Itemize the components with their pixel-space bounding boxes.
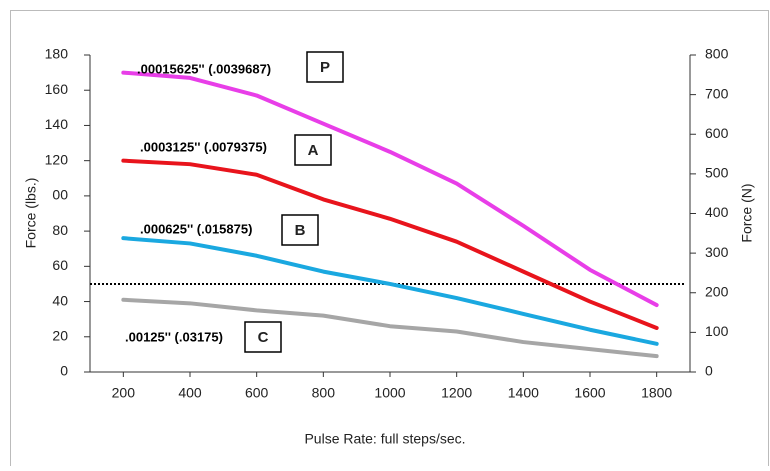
y2-tick-label: 700 — [705, 85, 729, 101]
x-tick-label: 1800 — [641, 385, 672, 401]
series-label: P — [320, 59, 330, 76]
x-tick-label: 400 — [178, 385, 202, 401]
series-line — [121, 158, 659, 330]
y-tick-label: 00 — [52, 187, 68, 203]
x-tick-label: 1400 — [508, 385, 539, 401]
y-tick-label: 20 — [52, 327, 68, 343]
y2-tick-label: 100 — [705, 323, 729, 339]
y-tick-label: 60 — [52, 257, 68, 273]
y2-tick-label: 800 — [705, 46, 729, 62]
series-line — [121, 236, 659, 346]
x-tick-label: 1000 — [374, 385, 405, 401]
series-name: .00125'' (.03175) — [125, 329, 223, 344]
y-tick-label: 80 — [52, 222, 68, 238]
y-tick-label: 0 — [60, 363, 68, 379]
x-axis-title: Pulse Rate: full steps/sec. — [304, 431, 465, 447]
series-label-box — [294, 134, 332, 166]
series-label-box — [244, 321, 282, 353]
series-label-box — [306, 51, 344, 83]
series-name: .00015625'' (.0039687) — [137, 61, 271, 76]
series-line — [121, 70, 659, 308]
y-axis-title: Force (lbs.) — [23, 178, 39, 249]
y2-tick-label: 500 — [705, 165, 729, 181]
series-line — [121, 297, 659, 359]
y-tick-label: 40 — [52, 292, 68, 308]
series-label: B — [295, 222, 306, 239]
y2-tick-label: 300 — [705, 244, 729, 260]
y-tick-label: 140 — [45, 116, 69, 132]
y2-tick-label: 200 — [705, 283, 729, 299]
y2-axis-title: Force (N) — [739, 183, 755, 242]
y-tick-label: 160 — [45, 81, 69, 97]
x-tick-label: 800 — [312, 385, 336, 401]
y2-tick-label: 0 — [705, 363, 713, 379]
series-name: .0003125'' (.0079375) — [140, 139, 267, 154]
x-tick-label: 1200 — [441, 385, 472, 401]
series-label: A — [308, 142, 319, 159]
y2-tick-label: 400 — [705, 204, 729, 220]
x-tick-label: 200 — [112, 385, 136, 401]
series-name: .000625'' (.015875) — [140, 221, 252, 236]
y-tick-label: 180 — [45, 46, 69, 62]
x-tick-label: 1600 — [574, 385, 605, 401]
y2-tick-label: 600 — [705, 125, 729, 141]
y-tick-label: 120 — [45, 151, 69, 167]
series-label: C — [258, 329, 269, 346]
x-tick-label: 600 — [245, 385, 269, 401]
series-label-box — [281, 214, 319, 246]
